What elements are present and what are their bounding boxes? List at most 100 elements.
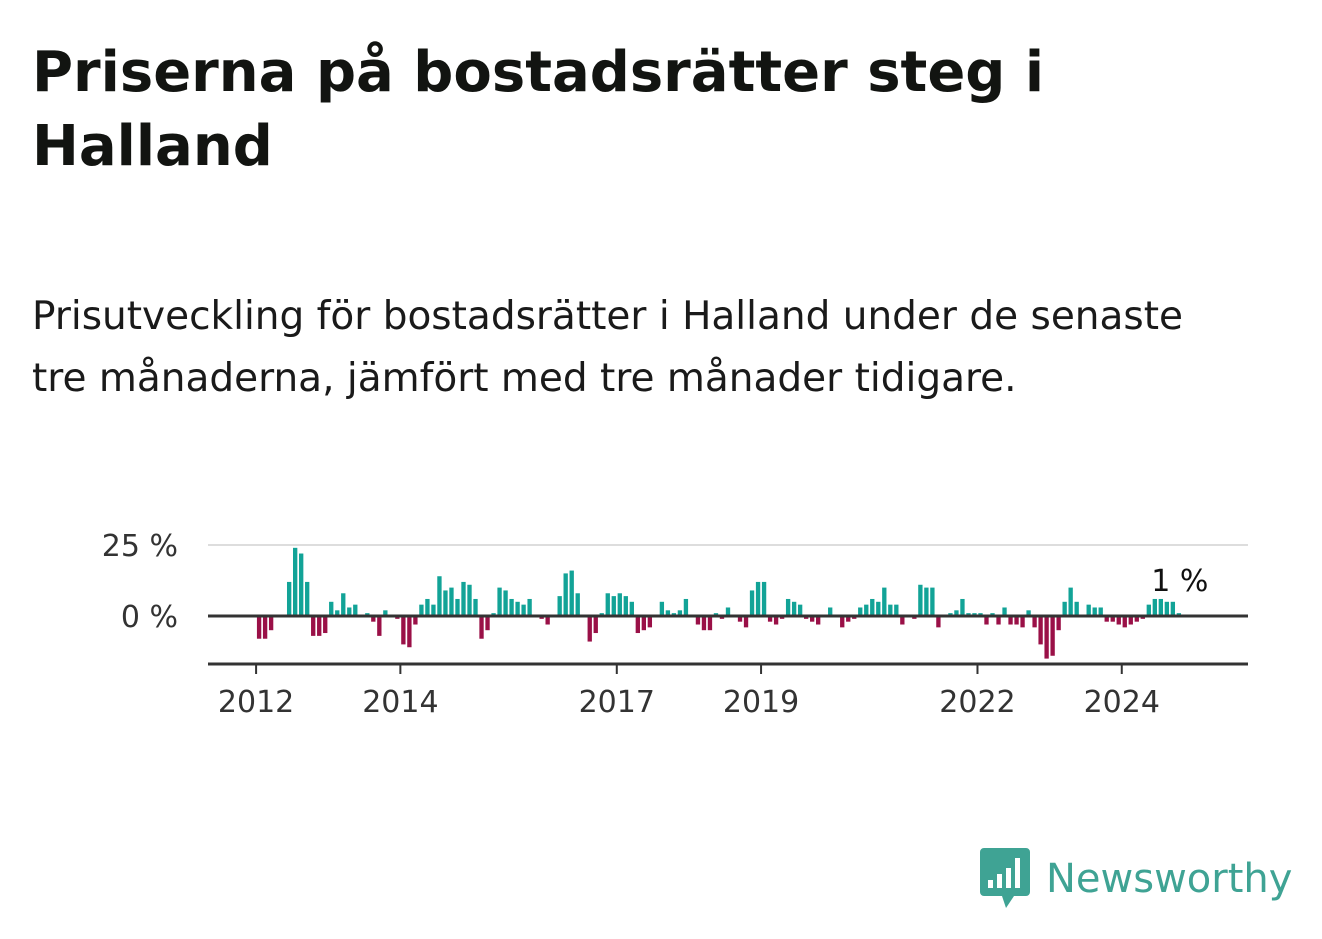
- bar: [1098, 607, 1103, 616]
- bar: [593, 616, 598, 634]
- bar: [677, 610, 683, 616]
- bar: [900, 616, 905, 625]
- bar: [557, 596, 562, 616]
- bar-chart: 25 % 0 % 2012 2014 2017 2019 2022 2024 1 %: [102, 529, 1248, 720]
- bar: [497, 587, 502, 616]
- bar: [1074, 601, 1079, 616]
- bar: [1062, 601, 1067, 616]
- bar: [1164, 601, 1170, 616]
- bar: [401, 616, 406, 645]
- bar: [383, 610, 388, 616]
- x-tick-label: 2024: [1084, 685, 1160, 720]
- bar: [695, 616, 701, 625]
- bar: [1038, 616, 1043, 645]
- bar: [683, 598, 689, 616]
- bar: [1170, 601, 1176, 616]
- bar: [293, 547, 298, 616]
- bar: [545, 616, 550, 625]
- bar: [894, 604, 899, 616]
- bar: [347, 607, 352, 616]
- bar: [755, 581, 761, 616]
- bar: [810, 616, 815, 622]
- bar: [1014, 616, 1019, 625]
- bar: [1128, 616, 1133, 625]
- bar: [954, 610, 959, 616]
- bar: [299, 553, 304, 616]
- bar: [1032, 616, 1037, 628]
- bar: [515, 601, 520, 616]
- bar: [647, 616, 653, 628]
- bar: [431, 604, 436, 616]
- bar: [1008, 616, 1013, 625]
- bar: [725, 607, 731, 616]
- bar: [816, 616, 821, 625]
- bar: [268, 616, 274, 631]
- bar: [629, 601, 634, 616]
- bar: [882, 587, 887, 616]
- bar: [1152, 598, 1157, 616]
- bar: [1134, 616, 1139, 622]
- bar: [930, 587, 935, 616]
- bar: [305, 581, 310, 616]
- bar: [870, 598, 875, 616]
- x-tick-label: 2014: [362, 685, 438, 720]
- bar: [256, 616, 262, 639]
- bar: [1056, 616, 1061, 631]
- x-tick-label: 2019: [723, 685, 799, 720]
- bar-chart-speech-bubble-icon: [980, 848, 1030, 908]
- bar: [737, 616, 743, 622]
- bar: [773, 616, 779, 625]
- bar: [437, 576, 442, 616]
- bar: [443, 590, 448, 616]
- bar: [329, 601, 334, 616]
- bar: [617, 593, 622, 616]
- bar: [1110, 616, 1115, 622]
- chart-title: Priserna på bostadsrätter steg i Halland: [32, 40, 1045, 179]
- bar: [749, 590, 755, 616]
- bar: [377, 616, 382, 636]
- bar: [888, 604, 893, 616]
- bar: [858, 607, 863, 616]
- bar: [743, 616, 749, 628]
- bar: [419, 604, 424, 616]
- bar: [761, 581, 767, 616]
- bar: [341, 593, 346, 616]
- bar: [984, 616, 989, 625]
- last-value-label: 1 %: [1151, 564, 1208, 599]
- bar: [317, 616, 322, 636]
- bar: [1122, 616, 1127, 628]
- bar: [527, 598, 532, 616]
- bar: [479, 616, 484, 639]
- bar: [846, 616, 851, 622]
- bar: [335, 610, 340, 616]
- bar: [455, 598, 460, 616]
- bar: [707, 616, 713, 631]
- bar: [485, 616, 490, 631]
- bar: [791, 601, 797, 616]
- bar: [767, 616, 773, 622]
- bar: [563, 573, 568, 616]
- bar: [828, 607, 833, 616]
- bar: [323, 616, 328, 634]
- bar: [665, 610, 671, 616]
- bar: [641, 616, 646, 631]
- bar: [1044, 616, 1049, 659]
- bar: [1020, 616, 1025, 628]
- bar: [1158, 598, 1163, 616]
- y-tick-label: 0 %: [121, 600, 178, 635]
- bar: [407, 616, 412, 648]
- bar: [960, 598, 965, 616]
- bar: [701, 616, 707, 631]
- bar: [569, 570, 574, 616]
- bar: [623, 596, 628, 616]
- newsworthy-logo: Newsworthy: [980, 848, 1292, 910]
- bar: [918, 584, 923, 616]
- bar: [1104, 616, 1109, 622]
- bar: [509, 598, 514, 616]
- bar: [1116, 616, 1121, 625]
- bar: [1092, 607, 1097, 616]
- bar: [659, 601, 665, 616]
- bar: [353, 604, 358, 616]
- bar: [311, 616, 316, 636]
- bar: [611, 596, 616, 616]
